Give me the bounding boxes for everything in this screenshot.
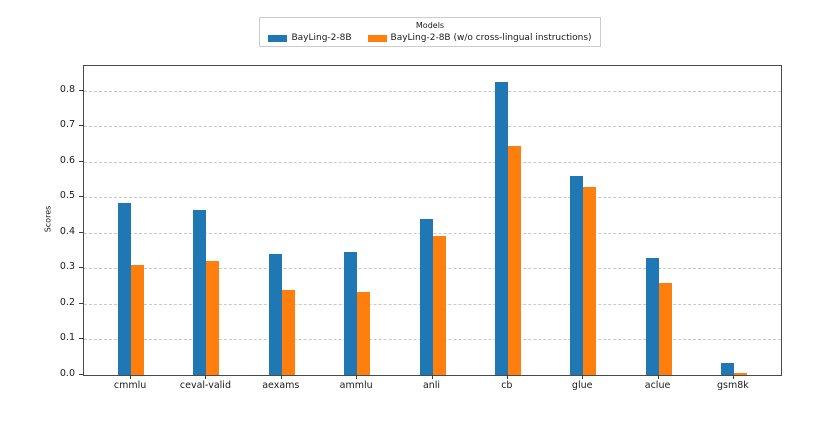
- legend-label-bayling-wo-crosslingual: BayLing-2-8B (w/o cross-lingual instruct…: [390, 33, 592, 43]
- y-tick-mark: [79, 125, 83, 127]
- y-tick-mark: [79, 374, 83, 375]
- gridline: [84, 126, 781, 128]
- legend-entry-bayling: BayLing-2-8B: [268, 33, 352, 43]
- bar-cmmlu-series0: [118, 202, 132, 375]
- x-tick-label: cb: [501, 380, 513, 391]
- bar-anli-series0: [419, 218, 433, 375]
- bar-aexams-series0: [268, 254, 282, 375]
- gridline: [84, 161, 781, 163]
- y-tick-mark: [79, 338, 83, 340]
- y-tick-label: 0.7: [59, 119, 75, 131]
- gridline: [84, 90, 781, 92]
- x-tick-mark: [582, 375, 584, 379]
- bar-glue-series0: [570, 176, 584, 375]
- x-tick-label: gsm8k: [717, 380, 749, 391]
- bar-aclue-series1: [658, 282, 672, 375]
- legend-swatch-blue-icon: [268, 34, 288, 42]
- x-tick-mark: [356, 375, 358, 379]
- bar-anli-series1: [432, 236, 446, 375]
- x-tick-mark: [732, 375, 734, 379]
- x-tick-label: ammlu: [339, 380, 373, 391]
- y-tick-label: 0.5: [59, 190, 75, 202]
- y-tick-label: 0.3: [59, 261, 75, 273]
- x-tick-label: ceval-valid: [179, 380, 231, 391]
- x-tick-label: aexams: [262, 380, 300, 391]
- x-tick-label: aclue: [644, 380, 671, 391]
- legend-label-bayling: BayLing-2-8B: [291, 33, 352, 43]
- y-tick-mark: [79, 231, 83, 233]
- bar-glue-series1: [583, 186, 597, 375]
- y-tick-label: 0.8: [59, 83, 75, 95]
- gridline: [84, 197, 781, 199]
- x-tick-mark: [130, 375, 132, 379]
- bar-aexams-series1: [281, 289, 295, 375]
- x-tick-mark: [431, 375, 433, 379]
- legend: Models BayLing-2-8B BayLing-2-8B (w/o cr…: [259, 17, 601, 47]
- legend-title: Models: [415, 21, 445, 30]
- bar-cb-series1: [507, 145, 521, 375]
- bar-cmmlu-series1: [131, 264, 145, 375]
- gridline: [84, 232, 781, 234]
- bar-ceval-valid-series1: [206, 261, 220, 375]
- bar-ceval-valid-series0: [193, 209, 207, 375]
- y-tick-mark: [79, 302, 83, 304]
- bar-gsm8k-series1: [733, 373, 747, 375]
- y-tick-mark: [79, 267, 83, 269]
- y-tick-label: 0.6: [59, 154, 75, 166]
- x-tick-mark: [506, 375, 508, 379]
- legend-entries: BayLing-2-8B BayLing-2-8B (w/o cross-lin…: [260, 31, 600, 45]
- y-tick-label: 0.1: [59, 332, 75, 344]
- y-tick-mark: [79, 196, 83, 198]
- y-tick-label: 0.4: [59, 225, 75, 237]
- y-tick-mark: [79, 160, 83, 162]
- bar-ammlu-series0: [344, 252, 358, 375]
- bar-aclue-series0: [645, 257, 659, 375]
- bar-gsm8k-series0: [720, 362, 734, 375]
- y-tick-label: 0.2: [59, 296, 75, 308]
- y-tick-mark: [79, 89, 83, 91]
- y-tick-label: 0.0: [59, 368, 75, 379]
- x-tick-label: cmmlu: [113, 380, 147, 391]
- x-tick-mark: [205, 375, 207, 379]
- x-tick-label: glue: [571, 380, 593, 391]
- legend-entry-bayling-wo-crosslingual: BayLing-2-8B (w/o cross-lingual instruct…: [367, 33, 592, 43]
- bar-cb-series0: [494, 81, 508, 375]
- legend-swatch-orange-icon: [367, 34, 387, 42]
- x-tick-label: anli: [422, 380, 441, 391]
- bar-ammlu-series1: [357, 291, 371, 375]
- x-tick-mark: [657, 375, 659, 379]
- plot-area: [83, 65, 782, 376]
- x-tick-mark: [280, 375, 282, 379]
